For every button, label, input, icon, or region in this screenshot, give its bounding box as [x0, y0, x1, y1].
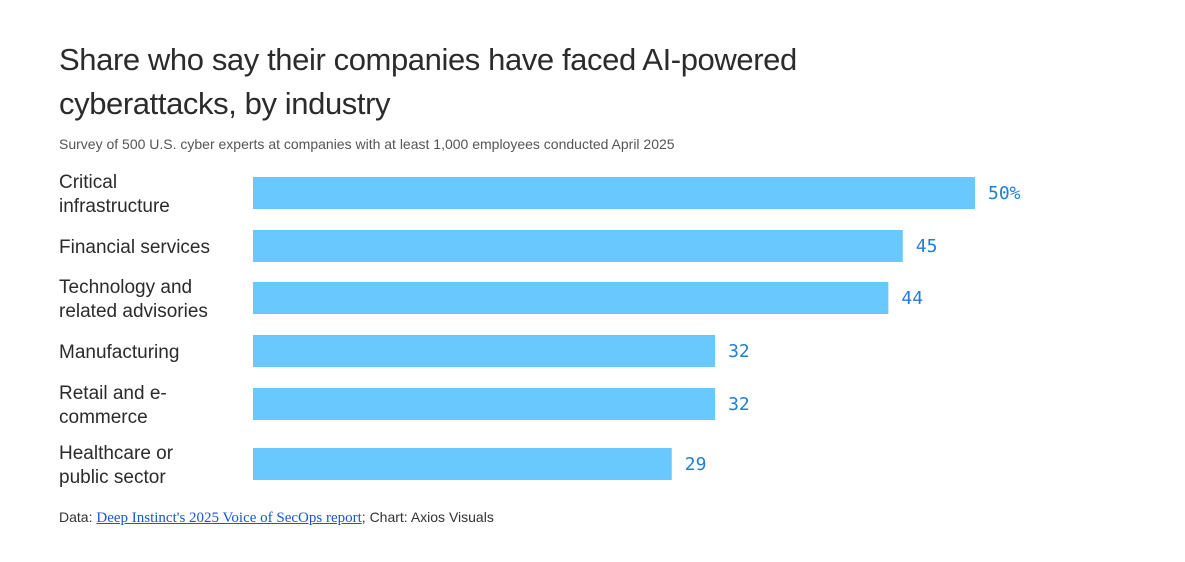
bar [253, 230, 903, 262]
category-label: Healthcare or public sector [59, 443, 174, 488]
category-label: Retail and e-commerce [59, 383, 167, 428]
value-label: 32 [728, 394, 750, 415]
bar [253, 448, 672, 480]
value-label: 45 [916, 236, 938, 257]
category-label-line: Technology and [59, 277, 192, 298]
bar [253, 388, 716, 420]
bar [253, 335, 716, 367]
value-label: 32 [728, 341, 750, 362]
category-label-line: commerce [59, 407, 148, 428]
bar [253, 282, 889, 314]
chart-title: Share who say their companies have faced… [59, 42, 797, 121]
category-label-line: Retail and e- [59, 383, 167, 404]
bar [253, 177, 975, 209]
category-label-line: Critical [59, 172, 117, 193]
category-label-line: public sector [59, 467, 166, 488]
source-link[interactable]: Deep Instinct's 2025 Voice of SecOps rep… [96, 510, 362, 526]
category-label-line: Healthcare or [59, 443, 174, 464]
value-label: 29 [685, 454, 707, 475]
category-label-line: Financial services [59, 237, 210, 258]
category-label: Manufacturing [59, 342, 179, 363]
footer-prefix: Data: [59, 509, 97, 525]
chart-footer: Data: Deep Instinct's 2025 Voice of SecO… [59, 509, 494, 527]
category-label-line: Manufacturing [59, 342, 179, 363]
chart-subtitle: Survey of 500 U.S. cyber experts at comp… [59, 136, 675, 152]
category-label: Financial services [59, 237, 210, 258]
footer-suffix: ; Chart: Axios Visuals [361, 509, 494, 525]
value-label: 44 [901, 288, 923, 309]
category-label: Technology and related advisories [59, 277, 208, 322]
value-label: 50% [988, 183, 1021, 204]
category-label-line: infrastructure [59, 196, 170, 217]
category-label-line: related advisories [59, 301, 208, 322]
category-label: Critical infrastructure [59, 172, 170, 217]
